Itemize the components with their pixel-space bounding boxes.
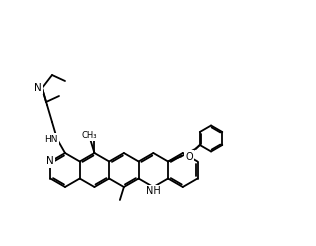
Text: N: N: [46, 156, 54, 167]
Text: O: O: [185, 152, 193, 162]
Text: HN: HN: [44, 135, 58, 143]
Text: N: N: [34, 83, 42, 93]
Text: NH: NH: [146, 186, 161, 196]
Text: CH₃: CH₃: [82, 130, 97, 139]
